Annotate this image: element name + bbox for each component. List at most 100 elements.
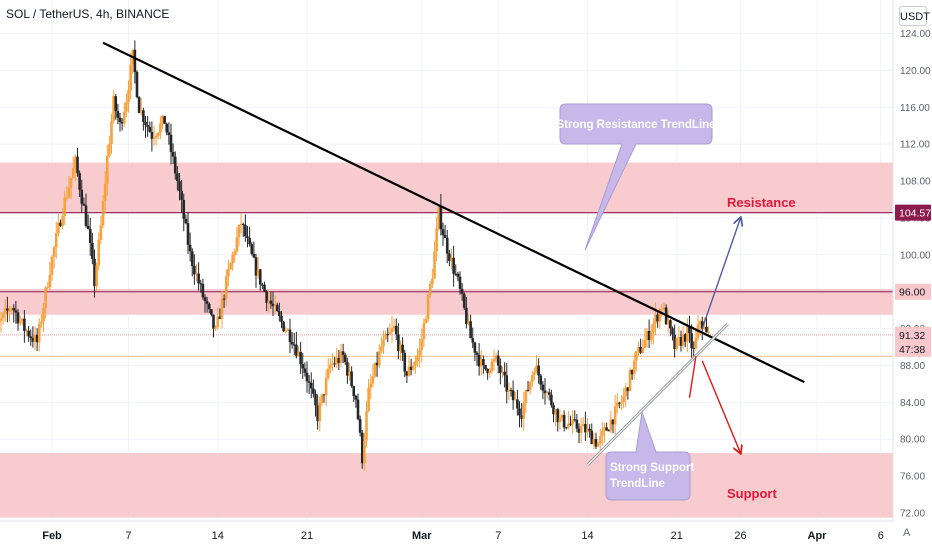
candle-body bbox=[450, 257, 453, 261]
candle bbox=[74, 154, 77, 181]
resistance-trendline-callout: Strong Resistance TrendLine bbox=[556, 103, 716, 251]
candle bbox=[354, 394, 358, 408]
candle bbox=[156, 131, 160, 140]
candle-body bbox=[416, 355, 419, 362]
candle bbox=[71, 156, 75, 179]
candle-body bbox=[61, 216, 64, 226]
candle bbox=[14, 301, 18, 324]
auto-scale-button[interactable]: A bbox=[903, 527, 911, 539]
current-price-tag: 91.32 47:38 bbox=[895, 326, 931, 357]
candle bbox=[146, 116, 149, 137]
candle bbox=[318, 397, 322, 432]
support-trendline-label-line: Strong Support bbox=[610, 462, 694, 474]
candle-body bbox=[129, 64, 132, 91]
candle bbox=[499, 358, 502, 385]
candle-body bbox=[33, 334, 37, 342]
candle-body bbox=[97, 239, 101, 266]
candle-body bbox=[686, 326, 689, 342]
candle bbox=[671, 326, 674, 341]
candle bbox=[273, 295, 277, 314]
candle bbox=[25, 328, 28, 337]
candle bbox=[407, 355, 411, 377]
candle-body bbox=[282, 321, 285, 332]
candle-body bbox=[220, 298, 224, 319]
candle-body bbox=[326, 368, 330, 378]
candle-body bbox=[439, 206, 443, 230]
candle bbox=[116, 103, 120, 125]
candle-body bbox=[652, 323, 655, 333]
candle-body bbox=[318, 403, 322, 422]
candle-body bbox=[558, 418, 562, 423]
candle bbox=[248, 226, 251, 247]
candle bbox=[18, 315, 22, 327]
candle-body bbox=[545, 392, 549, 394]
candle-body bbox=[624, 387, 628, 397]
candle-body bbox=[3, 308, 7, 314]
candle bbox=[320, 393, 324, 407]
candle-body bbox=[688, 326, 691, 334]
candle-body bbox=[316, 405, 319, 422]
candle-body bbox=[471, 338, 475, 343]
candle bbox=[654, 302, 657, 336]
candle-body bbox=[256, 269, 260, 276]
candle bbox=[280, 311, 283, 329]
candle bbox=[690, 324, 693, 358]
candle bbox=[63, 191, 67, 225]
symbol-title: SOL / TetherUS, 4h, BINANCE bbox=[6, 7, 170, 21]
price-tag-text: 104.57 bbox=[899, 208, 931, 220]
candle bbox=[424, 315, 428, 324]
candle bbox=[335, 347, 339, 368]
candle-body bbox=[613, 406, 617, 425]
projection-down-arrow bbox=[688, 356, 697, 398]
current-price-text: 91.32 bbox=[899, 330, 925, 342]
candle-body bbox=[195, 273, 198, 275]
candle bbox=[195, 264, 198, 282]
candle-body bbox=[503, 371, 506, 376]
candle-body bbox=[67, 187, 71, 198]
candle bbox=[473, 341, 477, 362]
candle-body bbox=[239, 223, 243, 226]
candle bbox=[186, 211, 190, 254]
price-tag-bg bbox=[895, 326, 931, 357]
candle bbox=[660, 304, 664, 318]
candle-body bbox=[165, 123, 169, 133]
candle bbox=[207, 302, 211, 314]
candle-body bbox=[142, 110, 145, 122]
candle bbox=[303, 362, 307, 377]
candle-body bbox=[352, 386, 356, 396]
candle-body bbox=[271, 303, 275, 307]
support-trendline-callout: Strong Support TrendLine bbox=[605, 411, 694, 501]
candle-body bbox=[354, 395, 358, 400]
candle bbox=[252, 241, 256, 259]
candle-body bbox=[426, 294, 430, 320]
candle bbox=[52, 245, 56, 269]
candle bbox=[552, 402, 555, 423]
candle-body bbox=[524, 390, 528, 404]
candle bbox=[193, 254, 196, 285]
candle bbox=[10, 306, 13, 315]
candle bbox=[114, 93, 118, 120]
candle bbox=[101, 195, 105, 228]
candle bbox=[329, 358, 332, 374]
candle-body bbox=[224, 276, 228, 299]
candle bbox=[509, 387, 513, 397]
candle bbox=[547, 388, 551, 401]
currency-unit-button[interactable]: USDT bbox=[899, 6, 930, 26]
candle bbox=[122, 102, 126, 128]
candle bbox=[409, 358, 413, 376]
candle-body bbox=[671, 328, 674, 335]
candle bbox=[339, 343, 343, 368]
candle bbox=[61, 208, 64, 229]
candle-body bbox=[618, 402, 621, 404]
candle-body bbox=[154, 135, 158, 138]
candle bbox=[471, 327, 475, 349]
candle-body bbox=[218, 316, 222, 319]
x-tick-label: Feb bbox=[42, 530, 62, 542]
candle-body bbox=[37, 323, 41, 343]
candle bbox=[454, 264, 458, 276]
candle bbox=[358, 415, 362, 437]
candle-body bbox=[530, 375, 534, 383]
x-tick-label: 14 bbox=[212, 530, 224, 542]
